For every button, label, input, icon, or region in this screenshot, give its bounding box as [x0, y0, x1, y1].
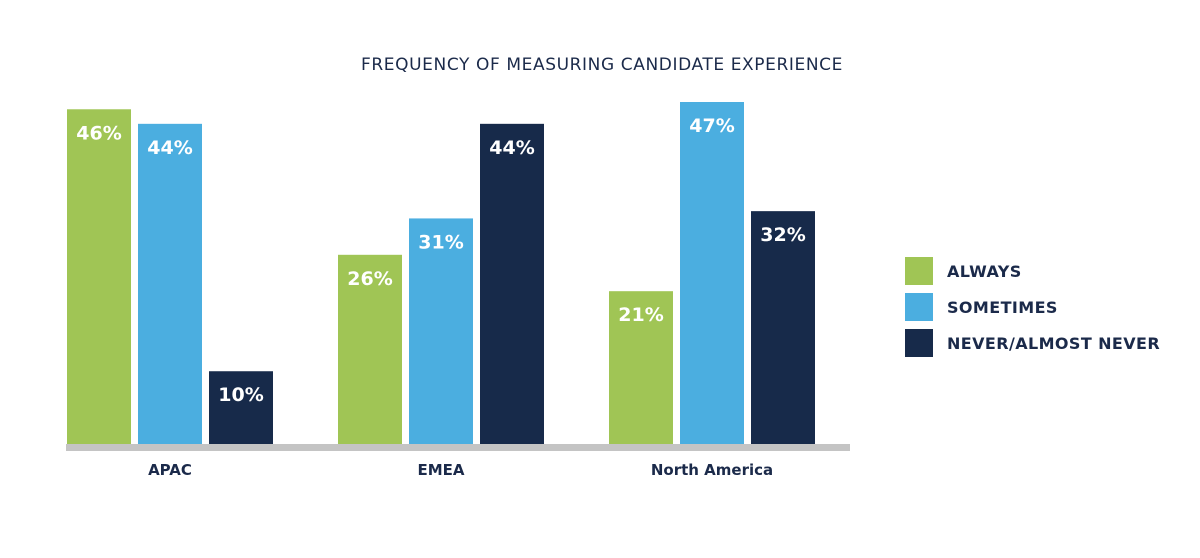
bar-apac-never-almost-never — [209, 371, 273, 444]
bar-value-label-north-america-always: 21% — [618, 304, 663, 326]
legend-swatch-never-almost-never — [905, 329, 933, 357]
legend-label-never-almost-never: NEVER/ALMOST NEVER — [947, 334, 1160, 353]
bar-north-america-always — [609, 291, 673, 444]
bar-emea-never-almost-never — [480, 123, 544, 445]
legend-label-always: ALWAYS — [947, 262, 1022, 281]
category-label-north-america: North America — [651, 461, 773, 479]
category-label-apac: APAC — [148, 461, 192, 479]
bar-north-america-never-almost-never — [751, 211, 815, 444]
x-axis-baseline — [66, 444, 850, 451]
bar-value-label-apac-never-almost-never: 10% — [218, 384, 263, 406]
bar-value-label-north-america-sometimes: 47% — [689, 115, 734, 137]
bar-value-label-emea-always: 26% — [347, 268, 392, 290]
category-labels-group: APAC EMEA North America — [148, 461, 773, 479]
bar-apac-always — [67, 109, 131, 444]
bar-value-label-emea-never-almost-never: 44% — [489, 137, 534, 159]
bar-apac-sometimes — [138, 123, 202, 445]
bar-value-label-apac-sometimes: 44% — [147, 137, 192, 159]
bar-labels-group: 46% 44% 10% 26% 31% 44% 21% 47% 32% — [76, 115, 805, 406]
legend-swatch-sometimes — [905, 293, 933, 321]
bar-emea-sometimes — [409, 218, 473, 444]
bar-value-label-apac-always: 46% — [76, 122, 121, 144]
category-label-emea: EMEA — [417, 461, 464, 479]
legend: ALWAYS SOMETIMES NEVER/ALMOST NEVER — [905, 257, 1160, 357]
legend-swatch-always — [905, 257, 933, 285]
bar-value-label-north-america-never-almost-never: 32% — [760, 224, 805, 246]
legend-label-sometimes: SOMETIMES — [947, 298, 1058, 317]
bars-group — [67, 102, 815, 445]
bar-emea-always — [338, 254, 402, 444]
bar-value-label-emea-sometimes: 31% — [418, 231, 463, 253]
bar-north-america-sometimes — [680, 102, 744, 444]
chart-title: FREQUENCY OF MEASURING CANDIDATE EXPERIE… — [361, 55, 843, 75]
